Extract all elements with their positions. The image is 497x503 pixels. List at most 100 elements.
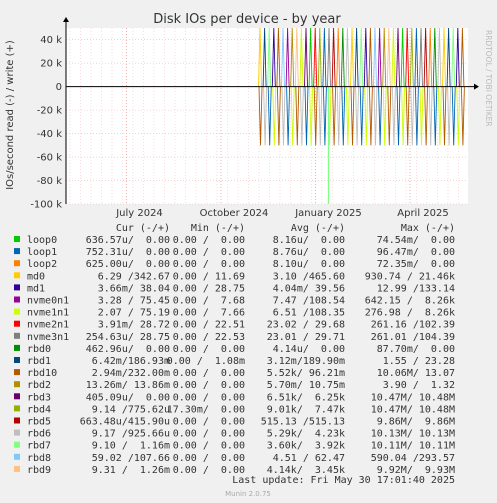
legend-value-avg: 5.29k/ 4.23k [267,429,345,440]
legend-series-name: rbd7 [27,441,51,452]
legend-value-min: 0.00 / 22.51 [173,320,245,331]
write-spike [451,27,456,87]
write-spike [446,27,451,87]
legend-series-name: rbd9 [27,465,51,476]
write-spike [437,27,442,87]
legend-column-header: Max (-/+) [401,223,455,234]
read-spike [373,86,378,146]
legend-series-name: loop1 [27,247,57,258]
write-spike [391,27,396,87]
legend-value-avg: 515.13 /515.13 [261,417,345,428]
write-spike [290,27,295,87]
write-spike [345,27,350,87]
legend-value-avg: 3.12m/189.90m [267,356,345,367]
read-spike [332,86,337,146]
legend-value-min: 17.30m/ 0.00 [167,404,245,415]
y-tick-label: 20 k [40,59,62,70]
legend-value-min: 0.00 / 0.00 [173,247,245,258]
read-spike [341,86,346,146]
legend-swatch [14,344,20,351]
read-spike [299,86,304,146]
write-spike [285,27,290,87]
read-spike [355,86,360,146]
read-spike [451,86,456,146]
read-spike [345,86,350,146]
write-spike [294,27,299,87]
legend-column-header: Min (-/+) [191,223,245,234]
legend-swatch [14,248,20,255]
write-spike [423,27,428,87]
read-spike [442,86,447,146]
legend-swatch [14,308,20,315]
legend-value-min: 0.00 / 1.08m [167,356,245,367]
legend-value-max: 261.16 /102.39 [371,320,455,331]
write-spike [405,27,410,87]
legend-value-max: 1.55 / 23.28 [383,356,455,367]
legend-value-min: 0.00 / 0.00 [173,453,245,464]
legend-swatch [14,465,20,472]
legend-value-min: 0.00 / 0.00 [173,429,245,440]
write-spike [327,27,331,87]
write-spike [281,27,285,87]
read-spike [433,86,438,146]
write-spike [396,27,400,87]
legend-value-cur: 254.63u/ 28.75 [86,332,170,343]
legend-value-max: 3.90 / 1.32 [383,380,455,391]
y-tick-label: 40 k [40,35,62,46]
legend-value-max: 10.47M/ 10.48M [371,404,455,415]
write-spike [400,27,405,87]
read-spike [281,86,286,146]
legend-swatch [14,296,20,303]
legend-swatch [14,453,20,460]
read-spike [304,86,309,146]
legend-value-max: 642.15 / 8.26k [365,296,455,307]
read-spike [382,86,387,146]
legend-swatch [14,272,20,279]
write-spike [340,27,345,87]
legend-swatch [14,357,20,363]
legend-swatch [14,393,20,400]
legend-series-name: loop0 [27,235,57,246]
read-spike [295,86,300,146]
read-spike [405,86,410,146]
legend-value-min: 0.00 / 0.00 [173,259,245,270]
legend-value-min: 0.00 / 0.00 [173,344,245,355]
legend-value-min: 0.00 / 11.69 [173,271,245,282]
write-spike [299,27,304,87]
legend-value-avg: 7.47 /108.54 [273,296,345,307]
write-spike [373,27,377,87]
legend-value-max: 276.98 / 8.26k [365,308,455,319]
legend-series-name: rbd0 [27,344,51,355]
legend-value-min: 0.00 / 28.75 [173,283,245,294]
legend-table: Cur (-/+) Min (-/+) Avg (-/+) Max (-/+) loop… [14,223,455,476]
write-spike [308,27,313,87]
write-spike [354,27,359,87]
legend-value-cur: 13.26m/ 13.86m [86,380,170,391]
write-spike [336,27,341,87]
legend-swatch [14,369,20,376]
write-spike [432,27,437,87]
legend-value-max: 72.35m/ 0.00 [377,259,455,270]
write-spike [313,27,318,87]
legend-value-min: 0.00 / 0.00 [173,380,245,391]
write-spike [386,27,391,87]
y-axis-arrow [63,17,69,22]
legend-value-max: 9.86M/ 9.86M [377,417,455,428]
legend-series-name: rbd5 [27,417,51,428]
read-spike [419,86,424,146]
legend-value-cur: 3.91m/ 28.72 [98,320,170,331]
legend-value-cur: 9.31 / 1.26m [92,465,170,476]
legend-value-avg: 4.51 / 62.47 [273,453,345,464]
legend-value-cur: 3.28 / 75.45 [98,296,170,307]
read-spike [391,86,396,146]
legend-value-min: 0.00 / 0.00 [173,392,245,403]
legend-value-avg: 23.01 / 29.71 [267,332,345,343]
write-spike [455,27,460,87]
legend-series-name: nvme2n1 [27,320,69,331]
legend-value-min: 0.00 / 0.00 [173,465,245,476]
write-spike [428,27,433,87]
x-tick-label: October 2024 [200,208,269,219]
legend-swatch [14,441,20,448]
write-spike [304,27,308,87]
